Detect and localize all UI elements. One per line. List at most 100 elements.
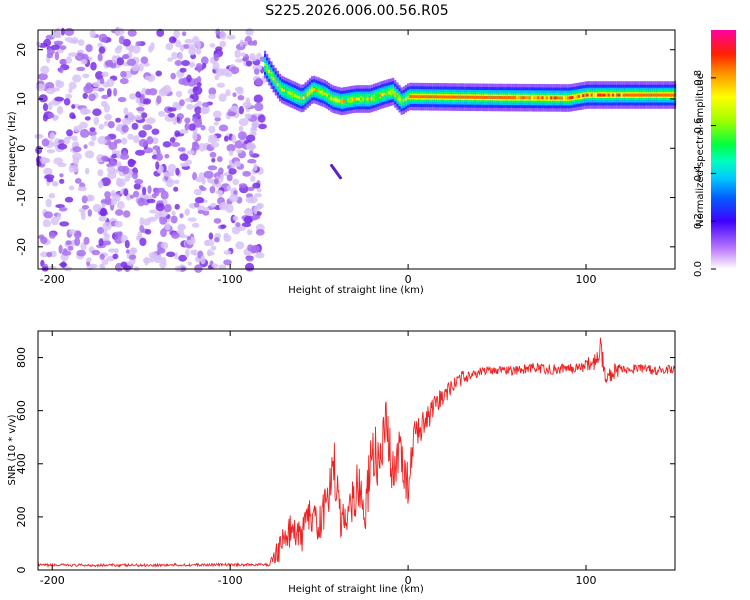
noise-blob xyxy=(83,236,90,245)
noise-blob xyxy=(111,55,117,64)
noise-blob xyxy=(146,198,156,204)
band-cell xyxy=(545,96,548,100)
band-cell xyxy=(430,95,433,99)
band-cell xyxy=(328,95,331,98)
colorbar: 0.0 0.2 0.4 0.6 0.8 Normalized spectral ampl… xyxy=(693,30,736,277)
noise-blob xyxy=(202,102,210,108)
noise-blob xyxy=(34,133,44,139)
noise-blob xyxy=(245,60,253,67)
band-cell xyxy=(582,94,585,98)
noise-blob xyxy=(114,231,123,236)
noise-blob xyxy=(175,40,182,48)
noise-blob xyxy=(86,257,92,262)
band-cell xyxy=(394,92,397,96)
band-cell xyxy=(486,95,489,99)
band-cell xyxy=(270,73,273,77)
band-cell xyxy=(624,93,627,97)
band-cell xyxy=(614,93,617,97)
noise-blob xyxy=(56,105,64,115)
noise-blob xyxy=(254,102,264,112)
noise-blob xyxy=(40,156,47,165)
band-cell xyxy=(601,93,604,97)
noise-blob xyxy=(218,190,223,198)
band-cell xyxy=(627,93,630,97)
noise-blob xyxy=(232,215,239,221)
noise-blob xyxy=(236,149,243,154)
band-cell xyxy=(383,92,386,96)
noise-blob xyxy=(218,264,227,270)
band-cell xyxy=(513,96,516,100)
band-cell xyxy=(550,96,553,100)
noise-blob xyxy=(67,246,74,251)
noise-blob xyxy=(135,41,142,47)
noise-blob xyxy=(208,134,218,140)
noise-blob xyxy=(160,241,169,250)
band-cell xyxy=(592,93,595,97)
noise-blob xyxy=(55,27,61,35)
noise-blob xyxy=(204,207,210,212)
noise-blob xyxy=(254,252,265,259)
band-cell xyxy=(366,97,369,101)
noise-blob xyxy=(140,56,149,64)
band-cell xyxy=(325,93,329,97)
noise-blob xyxy=(233,160,241,167)
noise-blob xyxy=(132,135,140,144)
colorbar-gradient xyxy=(711,30,736,269)
noise-blob xyxy=(174,252,179,260)
noise-blob xyxy=(108,141,118,151)
band-cell xyxy=(323,92,326,96)
noise-blob xyxy=(65,240,72,246)
noise-blob xyxy=(184,248,190,258)
band-cell xyxy=(558,96,561,100)
noise-blob xyxy=(122,150,128,157)
band-cell xyxy=(588,93,591,97)
noise-blob xyxy=(92,203,102,213)
noise-blob xyxy=(116,57,125,66)
band-cell xyxy=(479,95,482,99)
noise-blob xyxy=(58,66,64,74)
noise-blob xyxy=(72,74,82,83)
streak-mark xyxy=(330,164,342,180)
noise-blob xyxy=(257,114,266,123)
noise-blob xyxy=(164,154,170,159)
noise-blob xyxy=(179,162,190,167)
noise-blob xyxy=(251,121,260,128)
noise-blob xyxy=(155,161,160,170)
noise-blob xyxy=(72,152,82,161)
band-cell xyxy=(505,96,508,100)
noise-blob xyxy=(64,196,74,203)
noise-blob xyxy=(208,232,214,240)
spectrogram-ylabel: Frequency (Hz) xyxy=(7,111,18,187)
band-cell xyxy=(426,95,429,99)
noise-blob xyxy=(131,64,140,72)
band-cell xyxy=(317,89,320,93)
noise-blob xyxy=(71,165,79,173)
band-cell xyxy=(469,95,472,99)
noise-blob xyxy=(41,138,50,147)
noise-blob xyxy=(142,98,152,105)
noise-blob xyxy=(149,209,158,214)
noise-blob xyxy=(82,73,90,79)
noise-blob xyxy=(46,52,54,59)
noise-blob xyxy=(114,27,125,36)
noise-blob xyxy=(258,123,267,130)
noise-blob xyxy=(101,259,109,265)
band-cell xyxy=(308,90,311,94)
noise-blob xyxy=(245,256,254,262)
noise-blob xyxy=(59,262,68,267)
noise-blob xyxy=(60,27,65,36)
band-cell xyxy=(340,99,343,103)
noise-blob xyxy=(215,68,225,77)
band-cell xyxy=(537,96,540,100)
noise-blob xyxy=(223,234,232,242)
noise-blob xyxy=(254,77,263,86)
noise-blob xyxy=(244,113,252,120)
noise-blob xyxy=(40,259,45,267)
noise-blob xyxy=(74,237,81,247)
band-cell xyxy=(278,86,282,90)
band-cell xyxy=(424,95,427,99)
noise-blob xyxy=(173,179,180,184)
noise-blob xyxy=(89,29,96,38)
noise-blob xyxy=(157,247,166,254)
noise-blob xyxy=(184,123,190,131)
